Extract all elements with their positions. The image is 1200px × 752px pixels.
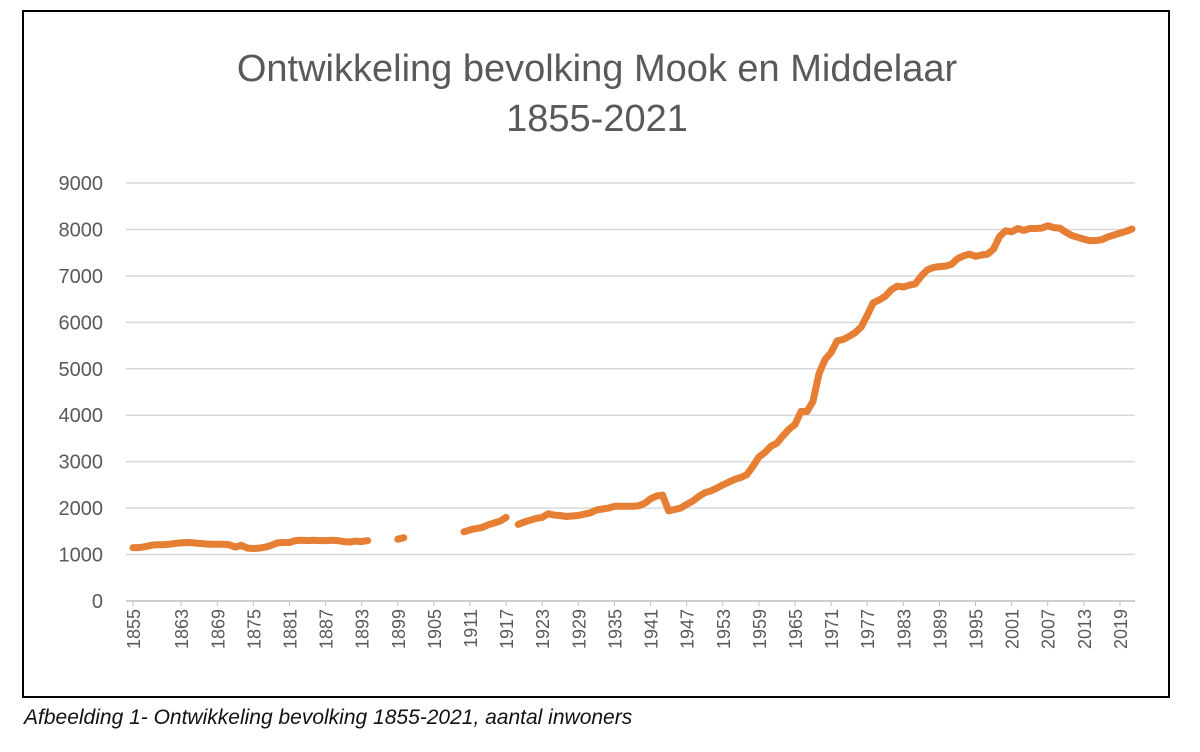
chart-title-line-1: Ontwikkeling bevolking Mook en Middelaar [237,48,958,90]
x-tick-label: 1905 [425,609,445,649]
x-tick-label: 1911 [461,609,481,648]
x-tick-label: 2001 [1003,609,1023,649]
x-tick-label: 2019 [1111,609,1131,649]
x-tick-label: 1989 [930,609,950,649]
series-line-segment [460,513,510,536]
x-tick-label: 1953 [714,609,734,649]
series-line-segment [514,222,1136,528]
y-tick-label: 8000 [59,219,104,241]
x-tick-label: 1935 [605,609,625,649]
figure-caption: Afbeelding 1- Ontwikkeling bevolking 185… [24,706,633,729]
x-tick-label: 1893 [353,609,373,649]
x-tick-label: 1881 [280,609,300,649]
x-tick-label: 1929 [569,609,589,649]
x-tick-label: 1887 [317,609,337,649]
y-tick-label: 6000 [59,312,104,334]
series-line-segment [129,536,372,552]
series-line-segment [394,534,408,543]
x-tick-label: 1923 [533,609,553,649]
x-tick-label: 1869 [208,609,228,649]
y-tick-label: 2000 [59,498,104,520]
chart-title-line-2: 1855-2021 [506,98,688,140]
x-tick-label: 1947 [678,609,698,649]
x-tick-label: 1983 [894,609,914,649]
x-tick-label: 1941 [642,609,662,649]
y-tick-label: 9000 [59,173,104,195]
y-tick-label: 3000 [59,452,104,474]
x-tick-label: 1995 [967,609,987,649]
x-tick-label: 1855 [124,609,144,649]
x-tick-label: 1965 [786,609,806,649]
x-tick-label: 1899 [389,609,409,649]
x-tick-label: 1977 [858,609,878,649]
y-tick-label: 1000 [59,545,104,567]
y-tick-label: 5000 [59,359,104,381]
x-tick-label: 2013 [1075,609,1095,649]
x-tick-label: 1959 [750,609,770,649]
x-tick-label: 2007 [1039,609,1059,649]
x-tick-label: 1971 [822,609,842,649]
y-tick-label: 0 [92,591,103,613]
x-tick-label: 1863 [172,609,192,649]
x-tick-label: 1875 [244,609,264,649]
x-tick-label: 1917 [497,609,517,649]
y-tick-label: 7000 [59,266,104,288]
chart-frame [22,10,1170,698]
y-tick-label: 4000 [59,405,104,427]
